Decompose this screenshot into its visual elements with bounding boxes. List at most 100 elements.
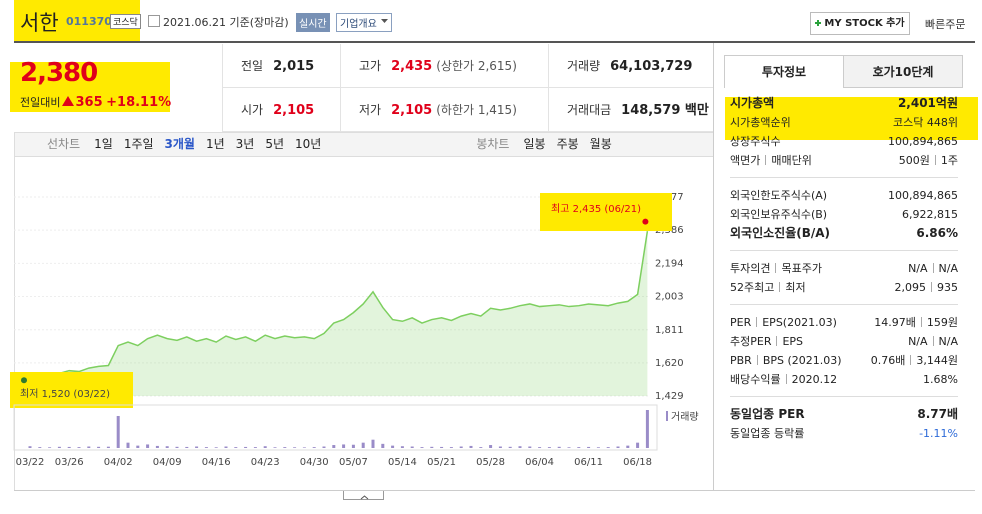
info-row: 상장주식수 100,894,865 (730, 132, 958, 151)
candle-tab[interactable]: 주봉 (556, 137, 579, 151)
stock-code: 011370 (66, 15, 112, 28)
info-label-part: EPS (771, 335, 803, 348)
side-tabs: 투자정보 호가10단계 (724, 55, 963, 88)
period-tab[interactable]: 3년 (235, 137, 255, 151)
info-value-part: N/A (928, 262, 958, 275)
period-tab[interactable]: 1일 (94, 137, 113, 151)
info-label-part: 외국인보유주식수(B) (730, 208, 828, 221)
invest-info: 시가총액 2,401억원 시가총액순위 코스닥 448위 상장주식수 100,894,86… (730, 94, 958, 450)
volume-bar (518, 446, 522, 448)
volume-bar (332, 445, 336, 448)
info-label-part: 시가총액순위 (730, 116, 791, 129)
volume-bar (351, 444, 355, 448)
x-tick-label: 03/22 (16, 457, 45, 468)
info-row: 시가총액 2,401억원 (730, 94, 958, 113)
info-value-part: 100,894,865 (888, 189, 958, 202)
info-value-part: -1.11% (919, 427, 958, 440)
info-label-part: 외국인소진율(B/A) (730, 226, 831, 240)
company-info-label: 기업개요 (340, 19, 377, 30)
y-tick-label: 2,003 (655, 292, 684, 303)
volume-bar (234, 447, 238, 448)
volume-bar (469, 445, 473, 448)
volume-bar (567, 447, 571, 448)
x-tick-label: 05/28 (476, 457, 505, 468)
volume-bar (538, 447, 542, 448)
volume-bar (146, 444, 150, 448)
x-tick-label: 04/09 (153, 457, 182, 468)
summary-value: 2,105 (273, 103, 315, 118)
period-tab[interactable]: 3개월 (164, 137, 195, 151)
volume-bar (283, 447, 287, 448)
info-group: 외국인한도주식수(A) 100,894,865 외국인보유주식수(B) 6,922,8… (730, 178, 958, 251)
volume-bar (498, 446, 502, 448)
info-value: N/A N/A (908, 259, 958, 278)
border (14, 132, 15, 490)
info-label: 액면가 매매단위 (730, 151, 812, 170)
volume-bar (97, 446, 101, 448)
volume-bar (479, 447, 483, 448)
info-row: 52주최고 최저 2,095 935 (730, 278, 958, 297)
summary-value: 2,435 (391, 59, 433, 74)
period-tab[interactable]: 10년 (295, 137, 322, 151)
tab-group-label: 봉차트 (476, 137, 510, 151)
volume-label: 거래량 (671, 411, 699, 423)
period-tab[interactable]: 1주일 (123, 137, 154, 151)
realtime-badge[interactable]: 실시간 (296, 13, 330, 32)
collapse-handle[interactable] (343, 491, 384, 500)
x-tick-label: 06/11 (574, 457, 603, 468)
volume-bar (253, 447, 257, 448)
side-tab[interactable]: 호가10단계 (844, 55, 963, 88)
volume-bar (38, 447, 42, 448)
quick-order[interactable]: 빠른주문 (925, 18, 966, 31)
volume-bar (606, 447, 610, 448)
my-stock-button[interactable]: MY STOCK 추가 (810, 12, 910, 35)
volume-bar (489, 445, 493, 448)
info-label-part: 시가총액 (730, 96, 775, 110)
volume-bar (459, 446, 463, 448)
info-label: 배당수익률 2020.12 (730, 370, 837, 389)
x-tick-label: 05/14 (388, 457, 417, 468)
calendar-icon (148, 15, 160, 27)
price-line (29, 231, 649, 378)
info-row: 투자의견 목표주가 N/A N/A (730, 259, 958, 278)
high-label: 최고 2,435 (06/21) (551, 203, 641, 215)
period-tab[interactable]: 1년 (205, 137, 225, 151)
company-info-button[interactable]: 기업개요 (336, 13, 392, 32)
volume-bar (155, 445, 159, 448)
volume-bar (87, 446, 91, 448)
volume-bar (293, 447, 297, 448)
side-tab[interactable]: 투자정보 (724, 55, 844, 88)
candle-tab[interactable]: 일봉 (523, 137, 546, 151)
period-tab[interactable]: 5년 (265, 137, 285, 151)
info-label-part: 상장주식수 (730, 135, 781, 148)
volume-bar (636, 442, 640, 448)
summary-cell: 전일 2,015 (222, 44, 340, 88)
info-value-part: 159원 (916, 316, 958, 329)
info-label-part: 액면가 (730, 154, 761, 167)
tab-group-label: 선차트 (47, 137, 81, 151)
info-value-part: 1주 (930, 154, 958, 167)
info-value-part: 코스닥 448위 (893, 116, 958, 129)
info-label: PBR BPS (2021.03) (730, 351, 842, 370)
candle-tab[interactable]: 월봉 (589, 137, 612, 151)
info-row: 외국인소진율(B/A) 6.86% (730, 224, 958, 243)
volume-bar (273, 447, 277, 448)
volume-bar (195, 446, 199, 448)
volume-bar (302, 447, 306, 448)
info-row: 배당수익률 2020.12 1.68% (730, 370, 958, 389)
volume-bar (57, 446, 61, 448)
info-value: 1.68% (923, 370, 958, 389)
info-value: -1.11% (919, 424, 958, 443)
volume-bar (28, 446, 32, 448)
info-label-part: 투자의견 (730, 262, 771, 275)
info-value: N/A N/A (908, 332, 958, 351)
header-rule (14, 41, 975, 43)
info-label-part: 배당수익률 (730, 373, 781, 386)
volume-bar (430, 446, 434, 448)
chart-tabs: 선차트 1일 1주일 3개월 1년 3년 5년 10년 봉차트 일봉 주봉 월봉 (14, 132, 713, 157)
info-row: 시가총액순위 코스닥 448위 (730, 113, 958, 132)
info-label-part: 추정PER (730, 335, 772, 348)
info-label: 외국인한도주식수(A) (730, 186, 827, 205)
info-label: 시가총액순위 (730, 113, 791, 132)
